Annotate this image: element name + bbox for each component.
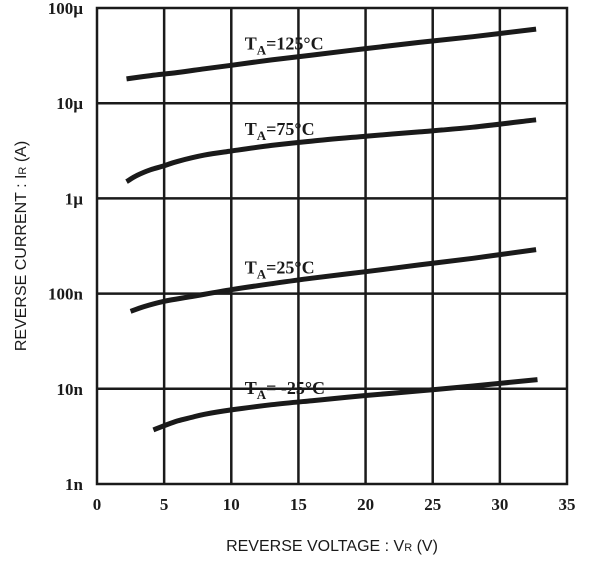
data-curves — [125, 26, 538, 433]
x-axis-label: REVERSE VOLTAGE : VR (V) — [226, 538, 438, 555]
x-tick-label: 25 — [424, 495, 441, 514]
y-tick-label: 100µ — [48, 0, 84, 18]
plot-frame — [95, 6, 569, 486]
y-tick-label: 10n — [57, 380, 84, 399]
y-tick-label: 1µ — [65, 189, 84, 208]
series-line-2 — [129, 247, 537, 314]
y-axis-label: REVERSE CURRENT : IR (A) — [13, 141, 30, 351]
series-label-0: TA=125°C — [245, 34, 324, 58]
x-tick-label: 35 — [559, 495, 576, 514]
series-label-1: TA=75°C — [245, 119, 315, 143]
series-line-3 — [152, 377, 538, 433]
x-tick-label: 10 — [223, 495, 240, 514]
x-tick-label: 15 — [290, 495, 307, 514]
series-line-1 — [125, 117, 537, 184]
series-line-0 — [126, 26, 537, 82]
y-tick-labels: 1n 10n 100n 1µ 10µ 100µ — [48, 0, 84, 494]
x-tick-label: 5 — [160, 495, 169, 514]
x-tick-label: 0 — [93, 495, 102, 514]
grid-lines — [97, 8, 567, 484]
curve-labels: TA=125°C TA=75°C TA=25°C TA= -25°C — [245, 34, 325, 403]
x-tick-labels: 0 5 10 15 20 25 30 35 — [93, 495, 576, 514]
x-tick-label: 20 — [357, 495, 374, 514]
x-tick-label: 30 — [491, 495, 508, 514]
y-tick-label: 1n — [65, 475, 84, 494]
y-tick-label: 100n — [48, 285, 84, 304]
series-label-2: TA=25°C — [245, 258, 315, 282]
series-label-3: TA= -25°C — [245, 378, 325, 402]
y-tick-label: 10µ — [56, 94, 83, 113]
